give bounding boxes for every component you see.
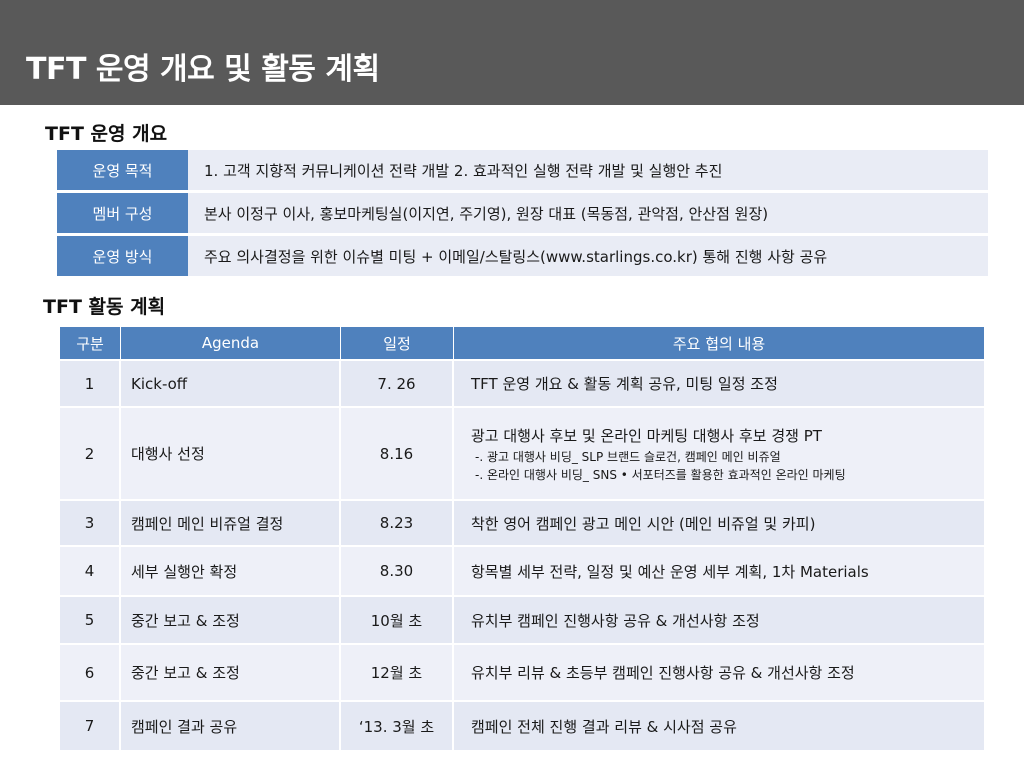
header-agenda: Agenda: [121, 327, 341, 359]
row-agenda: Kick-off: [121, 361, 341, 406]
overview-row-purpose: 운영 목적 1. 고객 지향적 커뮤니케이션 전략 개발 2. 효과적인 실행 …: [57, 150, 988, 190]
row-no: 1: [60, 361, 121, 406]
row-date: ‘13. 3월 초: [341, 702, 454, 750]
overview-value: 주요 의사결정을 위한 이슈별 미팅 + 이메일/스탈링스(www.starli…: [204, 247, 828, 266]
table-row: 1 Kick-off 7. 26 TFT 운영 개요 & 활동 계획 공유, 미…: [60, 359, 984, 406]
row-agenda: 캠페인 메인 비쥬얼 결정: [121, 501, 341, 545]
row-desc-main: 광고 대행사 후보 및 온라인 마케팅 대행사 후보 경쟁 PT: [471, 426, 822, 445]
row-desc: TFT 운영 개요 & 활동 계획 공유, 미팅 일정 조정: [471, 375, 778, 393]
row-no: 7: [60, 702, 121, 750]
table-row: 2 대행사 선정 8.16 광고 대행사 후보 및 온라인 마케팅 대행사 후보…: [60, 406, 984, 499]
row-no: 6: [60, 645, 121, 700]
row-desc: 캠페인 전체 진행 결과 리뷰 & 시사점 공유: [471, 717, 737, 736]
plan-table: 구분 Agenda 일정 주요 협의 내용 1 Kick-off 7. 26 T…: [60, 327, 984, 750]
plan-heading: TFT 활동 계획: [43, 296, 166, 318]
row-agenda: 중간 보고 & 조정: [121, 597, 341, 643]
table-row: 4 세부 실행안 확정 8.30 항목별 세부 전략, 일정 및 예산 운영 세…: [60, 545, 984, 595]
plan-header-row: 구분 Agenda 일정 주요 협의 내용: [60, 327, 984, 359]
table-row: 3 캠페인 메인 비쥬얼 결정 8.23 착한 영어 캠페인 광고 메인 시안 …: [60, 499, 984, 545]
row-date: 8.30: [341, 547, 454, 595]
row-date: 7. 26: [341, 361, 454, 406]
row-no: 3: [60, 501, 121, 545]
row-agenda: 세부 실행안 확정: [121, 547, 341, 595]
row-desc-sub: -. 온라인 대행사 비딩_ SNS • 서포터즈를 활용한 효과적인 온라인 …: [475, 467, 846, 482]
row-agenda: 캠페인 결과 공유: [121, 702, 341, 750]
header-no: 구분: [60, 327, 121, 359]
row-date: 10월 초: [341, 597, 454, 643]
header-desc: 주요 협의 내용: [672, 334, 766, 353]
page-title: TFT 운영 개요 및 활동 계획: [26, 52, 380, 87]
row-desc: 유치부 리뷰 & 초등부 캠페인 진행사항 공유 & 개선사항 조정: [471, 664, 855, 682]
overview-row-method: 운영 방식 주요 의사결정을 위한 이슈별 미팅 + 이메일/스탈링스(www.…: [57, 236, 988, 276]
header-date: 일정: [341, 327, 454, 359]
overview-value: 1. 고객 지향적 커뮤니케이션 전략 개발 2. 효과적인 실행 전략 개발 …: [204, 161, 723, 180]
row-desc: 유치부 캠페인 진행사항 공유 & 개선사항 조정: [471, 611, 760, 630]
row-agenda: 중간 보고 & 조정: [121, 645, 341, 700]
table-row: 7 캠페인 결과 공유 ‘13. 3월 초 캠페인 전체 진행 결과 리뷰 & …: [60, 700, 984, 750]
row-date: 12월 초: [341, 645, 454, 700]
table-row: 6 중간 보고 & 조정 12월 초 유치부 리뷰 & 초등부 캠페인 진행사항…: [60, 643, 984, 700]
row-date: 8.23: [341, 501, 454, 545]
overview-value: 본사 이정구 이사, 홍보마케팅실(이지연, 주기영), 원장 대표 (목동점,…: [204, 204, 769, 223]
overview-label: 멤버 구성: [57, 193, 188, 233]
row-desc: 항목별 세부 전략, 일정 및 예산 운영 세부 계획, 1차 Material…: [471, 562, 869, 581]
table-row: 5 중간 보고 & 조정 10월 초 유치부 캠페인 진행사항 공유 & 개선사…: [60, 595, 984, 643]
row-no: 5: [60, 597, 121, 643]
row-desc: 광고 대행사 후보 및 온라인 마케팅 대행사 후보 경쟁 PT -. 광고 대…: [454, 408, 984, 499]
overview-heading: TFT 운영 개요: [45, 123, 168, 145]
row-no: 2: [60, 408, 121, 499]
overview-label: 운영 방식: [57, 236, 188, 276]
title-bar: TFT 운영 개요 및 활동 계획: [0, 0, 1024, 105]
row-agenda: 대행사 선정: [121, 408, 341, 499]
row-no: 4: [60, 547, 121, 595]
row-date: 8.16: [341, 408, 454, 499]
overview-row-members: 멤버 구성 본사 이정구 이사, 홍보마케팅실(이지연, 주기영), 원장 대표…: [57, 193, 988, 233]
overview-label: 운영 목적: [57, 150, 188, 190]
overview-table: 운영 목적 1. 고객 지향적 커뮤니케이션 전략 개발 2. 효과적인 실행 …: [57, 150, 988, 279]
row-desc: 착한 영어 캠페인 광고 메인 시안 (메인 비쥬얼 및 카피): [471, 514, 816, 533]
row-desc-sub: -. 광고 대행사 비딩_ SLP 브랜드 슬로건, 캠페인 메인 비쥬얼: [475, 449, 781, 464]
